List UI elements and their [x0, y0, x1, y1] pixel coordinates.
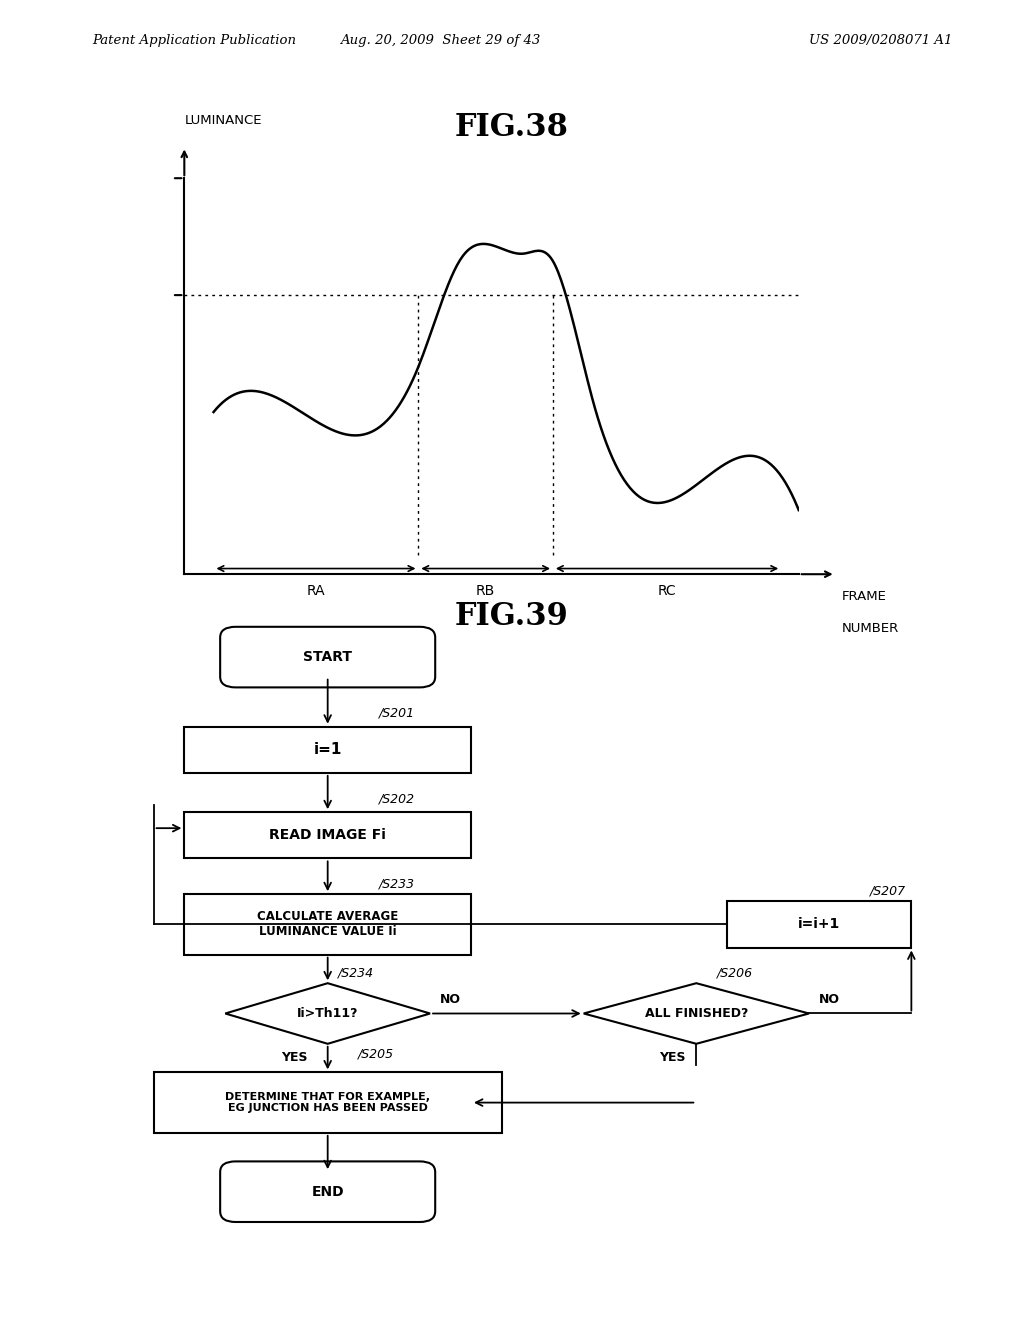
- Text: RC: RC: [657, 583, 677, 598]
- Text: DETERMINE THAT FOR EXAMPLE,
EG JUNCTION HAS BEEN PASSED: DETERMINE THAT FOR EXAMPLE, EG JUNCTION …: [225, 1092, 430, 1113]
- Text: NO: NO: [440, 994, 462, 1006]
- Text: i=1: i=1: [313, 742, 342, 758]
- Text: US 2009/0208071 A1: US 2009/0208071 A1: [809, 34, 952, 48]
- Polygon shape: [584, 983, 809, 1044]
- Text: FRAME: FRAME: [842, 590, 887, 603]
- Text: START: START: [303, 649, 352, 664]
- Text: YES: YES: [281, 1051, 307, 1064]
- Text: NUMBER: NUMBER: [842, 622, 899, 635]
- Text: Ii>Th11?: Ii>Th11?: [297, 1007, 358, 1020]
- Bar: [184, 726, 471, 774]
- Text: LUMINANCE: LUMINANCE: [184, 114, 262, 127]
- Text: ALL FINISHED?: ALL FINISHED?: [645, 1007, 748, 1020]
- FancyBboxPatch shape: [220, 627, 435, 688]
- Bar: [184, 894, 471, 954]
- Text: /S205: /S205: [358, 1047, 394, 1060]
- Text: NO: NO: [819, 994, 841, 1006]
- Text: /S202: /S202: [379, 792, 415, 805]
- Text: END: END: [311, 1184, 344, 1199]
- Text: /S233: /S233: [379, 878, 415, 891]
- Text: YES: YES: [659, 1051, 686, 1064]
- Text: /S206: /S206: [717, 966, 753, 979]
- Text: RA: RA: [306, 583, 326, 598]
- Text: RB: RB: [476, 583, 496, 598]
- Text: /S207: /S207: [870, 884, 906, 898]
- Text: /S201: /S201: [379, 706, 415, 719]
- FancyBboxPatch shape: [220, 1162, 435, 1222]
- Text: READ IMAGE Fi: READ IMAGE Fi: [269, 828, 386, 842]
- Bar: [154, 1072, 502, 1133]
- Text: /S234: /S234: [338, 966, 374, 979]
- Text: CALCULATE AVERAGE
LUMINANCE VALUE Ii: CALCULATE AVERAGE LUMINANCE VALUE Ii: [257, 911, 398, 939]
- Bar: [184, 812, 471, 858]
- Text: FIG.38: FIG.38: [455, 112, 569, 143]
- Text: FIG.39: FIG.39: [455, 601, 569, 631]
- Text: Aug. 20, 2009  Sheet 29 of 43: Aug. 20, 2009 Sheet 29 of 43: [340, 34, 541, 48]
- Polygon shape: [225, 983, 430, 1044]
- Bar: [727, 902, 911, 948]
- Text: i=i+1: i=i+1: [798, 917, 841, 932]
- Text: Patent Application Publication: Patent Application Publication: [92, 34, 296, 48]
